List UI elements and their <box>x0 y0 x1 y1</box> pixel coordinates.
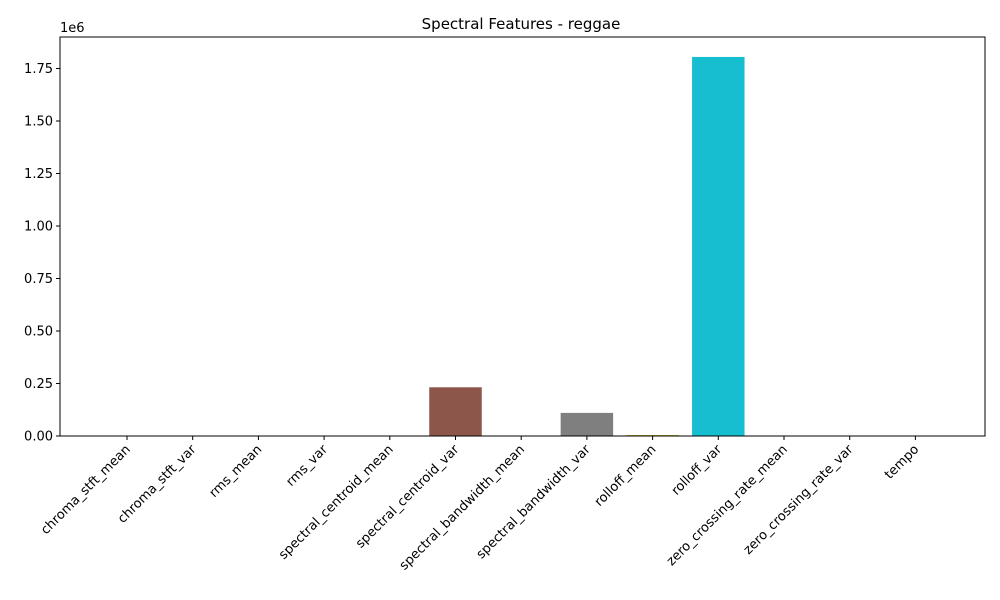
x-tick-label: rms_var <box>284 442 332 490</box>
x-tick-label: zero_crossing_rate_var <box>741 442 857 558</box>
x-tick-label: rolloff_var <box>669 442 726 499</box>
y-tick-label: 0.75 <box>24 272 53 287</box>
x-tick-label: chroma_stft_mean <box>38 442 134 538</box>
plot-frame <box>59 36 986 437</box>
x-tick-label: rms_mean <box>207 442 266 501</box>
bar-rolloff-var <box>692 56 745 436</box>
y-scale-label: 1e6 <box>60 21 85 36</box>
x-tick-label: spectral_bandwidth_var <box>474 442 594 562</box>
x-tick-label: rolloff_mean <box>592 442 660 510</box>
x-tick-label: spectral_centroid_mean <box>276 442 397 563</box>
y-tick-label: 1.75 <box>24 62 53 77</box>
x-tick-label: zero_crossing_rate_mean <box>664 442 791 569</box>
x-tick-label: tempo <box>882 442 922 482</box>
y-tick-label: 1.50 <box>24 115 53 130</box>
y-tick-label: 0.25 <box>24 377 53 392</box>
x-tick-label: spectral_bandwidth_mean <box>397 442 528 573</box>
bar-spectral-centroid-var <box>429 387 482 436</box>
y-tick-label: 0.50 <box>24 325 53 340</box>
y-tick-label: 1.25 <box>24 167 53 182</box>
y-tick-label: 0.00 <box>24 430 53 445</box>
bars-group <box>100 56 942 436</box>
y-axis: 0.00 0.25 0.50 0.75 1.00 1.25 1.50 1.75 <box>24 62 60 445</box>
y-tick-label: 1.00 <box>24 220 53 235</box>
bar-spectral-bandwidth-var <box>560 412 614 436</box>
chart-title: Spectral Features - reggae <box>422 15 621 33</box>
